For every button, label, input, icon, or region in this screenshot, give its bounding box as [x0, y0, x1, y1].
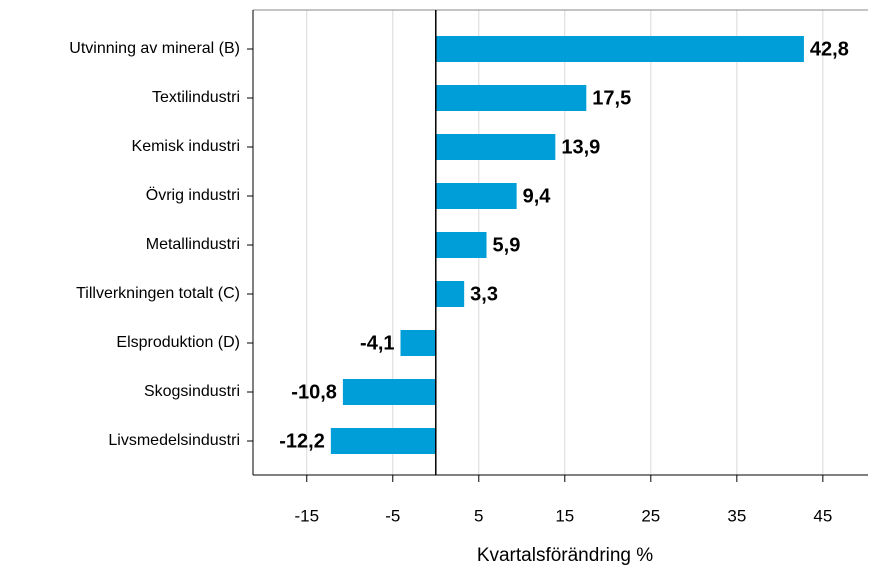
y-tick-label: Metallindustri [146, 236, 240, 253]
bar [435, 281, 465, 307]
x-tick-label: 35 [727, 506, 746, 525]
y-tick-label: Tillverkningen totalt (C) [76, 285, 240, 302]
y-tick-label: Livsmedelsindustri [108, 432, 240, 449]
x-tick-label: 45 [813, 506, 832, 525]
x-tick-label: -5 [385, 506, 400, 525]
bar [435, 85, 587, 111]
bar [435, 134, 556, 160]
x-tick-label: 15 [555, 506, 574, 525]
y-tick-label: Övrig industri [146, 186, 240, 204]
y-tick-label: Utvinning av mineral (B) [69, 40, 240, 57]
y-tick-label: Elsproduktion (D) [116, 334, 240, 351]
bar [435, 232, 487, 258]
data-label: 5,9 [493, 234, 521, 256]
data-label: 9,4 [523, 185, 552, 207]
data-label: 3,3 [470, 283, 498, 305]
x-tick-label: -15 [294, 506, 319, 525]
data-label: -4,1 [360, 332, 394, 354]
data-label: 42,8 [810, 38, 849, 60]
bar [435, 36, 804, 62]
y-tick-label: Kemisk industri [132, 138, 240, 155]
data-label: 13,9 [561, 136, 600, 158]
x-tick-label: 25 [641, 506, 660, 525]
x-axis-label: Kvartalsförändring % [477, 545, 653, 566]
bar [330, 428, 436, 454]
bar [342, 379, 436, 405]
y-tick-label: Textilindustri [152, 89, 240, 106]
data-label: 17,5 [592, 87, 631, 109]
bar [400, 330, 436, 356]
data-label: -12,2 [279, 430, 325, 452]
x-tick-label: 5 [474, 506, 483, 525]
data-label: -10,8 [291, 381, 337, 403]
y-tick-label: Skogsindustri [144, 383, 240, 400]
bar [435, 183, 517, 209]
